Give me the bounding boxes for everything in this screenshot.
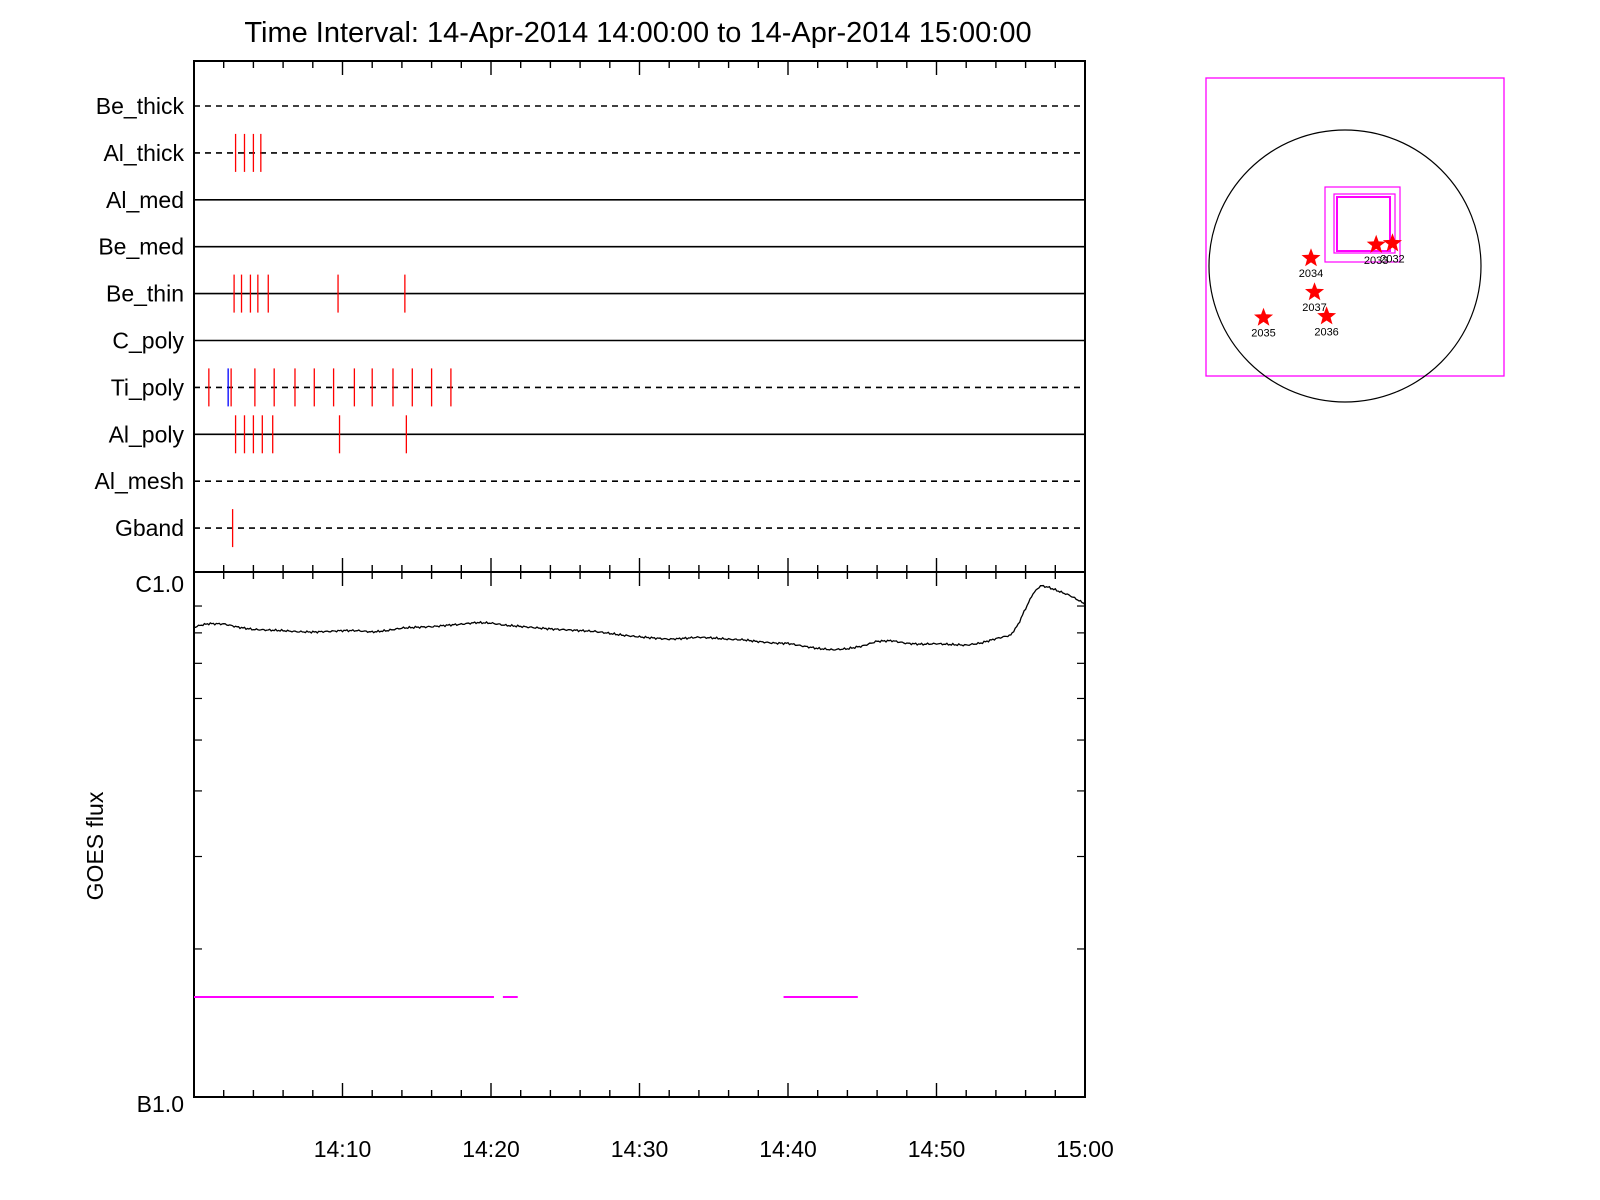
x-tick-label: 14:20 (462, 1136, 520, 1162)
filter-label: C_poly (112, 328, 184, 354)
filter-row-al-med: Al_med (106, 187, 1085, 213)
active-region: 2036 (1314, 306, 1339, 338)
active-region-star (1301, 248, 1321, 267)
active-region-star (1366, 234, 1386, 253)
y-tick-label-bottom: B1.0 (137, 1091, 184, 1117)
active-region: 2034 (1299, 248, 1323, 280)
active-region-label: 2033 (1364, 255, 1388, 267)
filter-label: Al_mesh (95, 468, 184, 494)
bottom-panel-ticks (193, 572, 1086, 1097)
filter-label: Al_med (106, 187, 184, 213)
x-tick-labels: 14:10 14:20 14:30 14:40 14:50 15:00 (314, 1136, 1114, 1162)
filter-row-al-mesh: Al_mesh (95, 468, 1085, 494)
x-tick-label: 14:40 (759, 1136, 817, 1162)
filter-label: Ti_poly (111, 374, 185, 400)
filter-label: Be_thin (106, 281, 184, 307)
filter-row-ti-poly: Ti_poly (111, 368, 1085, 407)
active-region-label: 2035 (1251, 328, 1275, 340)
x-tick-label: 14:30 (611, 1136, 669, 1162)
active-region-label: 2036 (1314, 326, 1338, 338)
active-region: 2033 (1364, 234, 1388, 267)
active-region-label: 2037 (1302, 302, 1326, 314)
filter-label: Al_poly (109, 421, 185, 447)
map-frame (1205, 77, 1505, 377)
y-axis-label: GOES flux (82, 791, 108, 900)
active-region: 2035 (1251, 307, 1276, 340)
top-panel-frame (193, 60, 1086, 573)
active-region-star (1305, 282, 1325, 301)
fov-inner (1336, 196, 1391, 252)
active-region-star (1254, 307, 1274, 326)
filter-row-al-thick: Al_thick (103, 133, 1085, 172)
solar-disk (1208, 129, 1482, 403)
active-region-star (1382, 233, 1402, 252)
filter-label: Gband (115, 515, 184, 541)
x-tick-label: 14:50 (908, 1136, 966, 1162)
fov-outer (1324, 186, 1401, 263)
active-region-label: 2032 (1380, 253, 1404, 265)
x-tick-label: 15:00 (1056, 1136, 1114, 1162)
y-tick-label-top: C1.0 (135, 571, 184, 597)
filter-label: Be_med (98, 234, 184, 260)
filter-label: Be_thick (96, 93, 185, 119)
filter-rows: Be_thick Al_thick Al_med Be_med Be_thin C_pol… (95, 93, 1085, 548)
active-region: 2032 (1380, 233, 1405, 265)
active-region: 2037 (1302, 282, 1327, 314)
active-region-star (1317, 306, 1337, 325)
filter-row-al-poly: Al_poly (109, 415, 1085, 454)
fov-mid (1333, 193, 1396, 254)
goes-flux-line (193, 584, 1086, 651)
filter-row-be-med: Be_med (98, 234, 1085, 260)
filter-row-gband: Gband (115, 509, 1085, 548)
filter-row-be-thin: Be_thin (106, 274, 1085, 313)
bottom-panel-frame (193, 571, 1086, 1098)
filter-row-c-poly: C_poly (112, 328, 1085, 354)
top-panel-ticks (193, 61, 1086, 572)
goes-flux-panel: C1.0 B1.0 GOES flux 14:10 14:20 14:30 14:40… (82, 571, 1114, 1162)
filter-label: Al_thick (103, 140, 184, 166)
filter-row-be-thick: Be_thick (96, 93, 1085, 119)
filter-timeline-panel: Be_thick Al_thick Al_med Be_med Be_thin C_pol… (95, 60, 1086, 573)
x-tick-label: 14:10 (314, 1136, 372, 1162)
active-region-label: 2034 (1299, 268, 1323, 280)
chart-title: Time Interval: 14-Apr-2014 14:00:00 to 1… (244, 17, 1031, 49)
